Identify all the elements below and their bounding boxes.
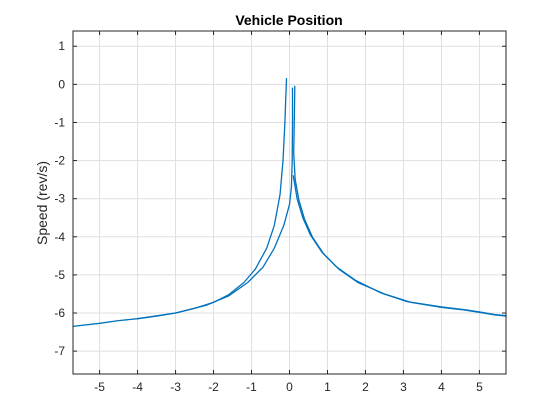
y-tick-label: -2 [54, 154, 65, 168]
x-tick-label: -5 [94, 380, 105, 394]
series-line-1 [72, 77, 288, 328]
x-tick-label: 4 [438, 380, 445, 394]
y-tick-label: 1 [58, 39, 65, 53]
grid [73, 31, 506, 374]
x-tick-label: 1 [324, 380, 331, 394]
y-tick-label: 0 [58, 77, 65, 91]
series-line-4 [292, 175, 507, 317]
x-tick-labels: -5 -4 -3 -2 -1 0 1 2 3 4 5 [94, 380, 483, 394]
y-tick-label: -1 [54, 115, 65, 129]
series-lines [72, 77, 507, 328]
chart-title: Vehicle Position [235, 12, 342, 28]
y-tick-label: -4 [54, 230, 65, 244]
y-tick-label: -5 [54, 268, 65, 282]
x-tick-label: 0 [286, 380, 293, 394]
x-tick-label: -4 [132, 380, 143, 394]
x-tick-label: -2 [208, 380, 219, 394]
x-tick-label: 3 [400, 380, 407, 394]
x-tick-label: 5 [476, 380, 483, 394]
x-tick-label: 2 [362, 380, 369, 394]
y-axis-label: Speed (rev/s) [34, 161, 50, 245]
x-tick-label: -3 [170, 380, 181, 394]
x-tick-label: -1 [246, 380, 257, 394]
y-tick-labels: 1 0 -1 -2 -3 -4 -5 -6 -7 [54, 39, 65, 358]
axes [72, 30, 507, 375]
series-line-2 [136, 87, 294, 320]
series-line-3 [293, 85, 507, 317]
y-tick-label: -6 [54, 306, 65, 320]
y-tick-label: -3 [54, 192, 65, 206]
y-tick-label: -7 [54, 344, 65, 358]
